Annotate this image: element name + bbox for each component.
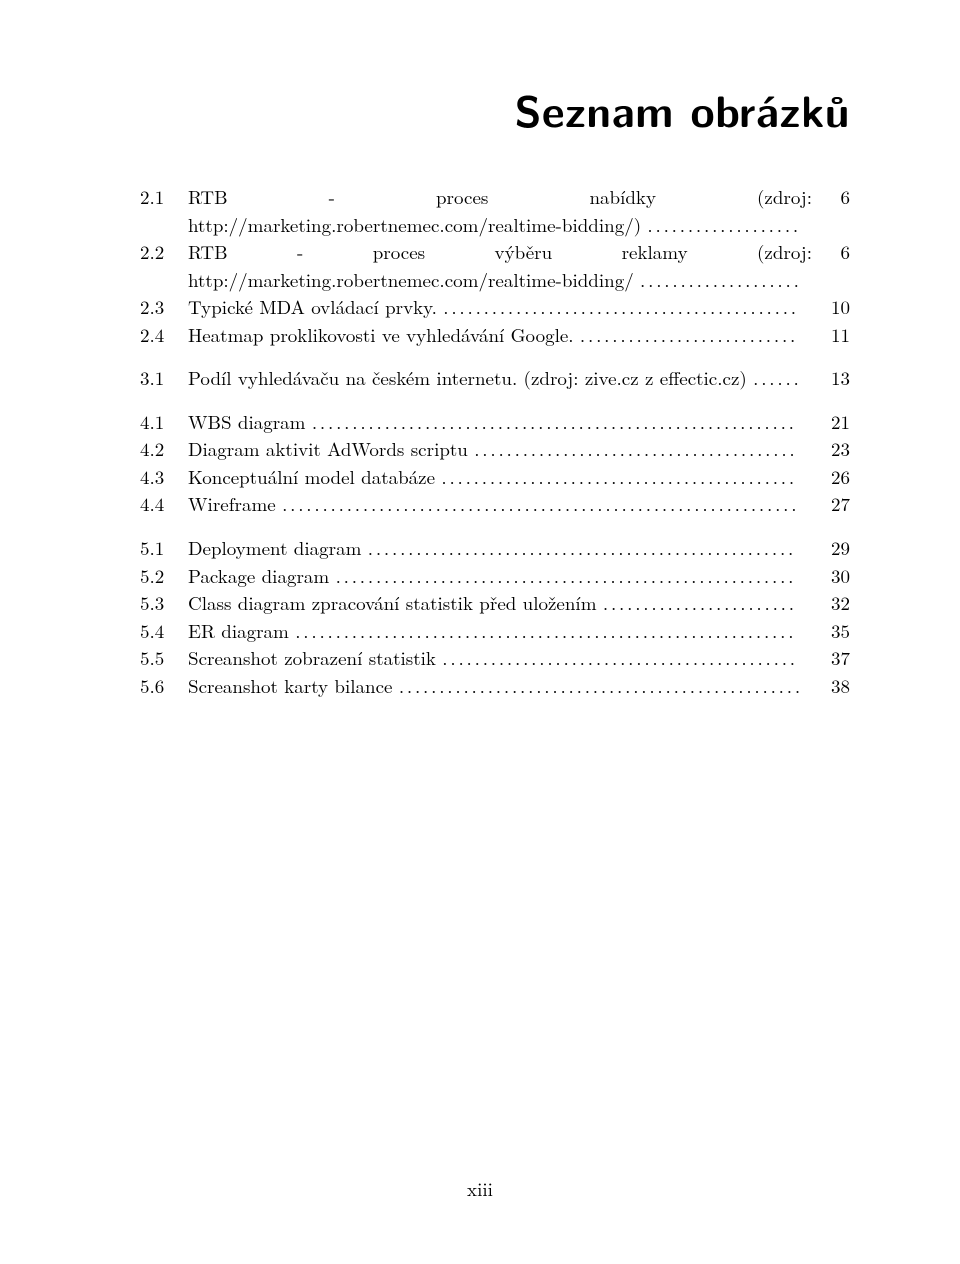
- page-footer: xiii: [0, 1175, 960, 1202]
- toc-entry-body: Deployment diagram .....................…: [188, 534, 812, 562]
- toc-leader-dots: ........................: [603, 589, 797, 616]
- toc-entry-number: 2.4: [140, 321, 188, 349]
- toc-group: 4.1WBS diagram .........................…: [140, 408, 850, 518]
- toc-entry-body: ER diagram .............................…: [188, 617, 812, 645]
- toc-entry-body: Wireframe ..............................…: [188, 490, 812, 518]
- toc-leader-dots: ........................................…: [399, 672, 803, 699]
- toc-entry-text: Typické MDA ovládací prvky.: [188, 293, 443, 320]
- toc-leader-dots: ........................................…: [282, 490, 799, 517]
- toc-entry: 5.2Package diagram .....................…: [140, 562, 850, 590]
- toc-entry-text: Diagram aktivit AdWords scriptu: [188, 435, 474, 462]
- toc-entry-number: 5.1: [140, 534, 188, 562]
- toc-group: 5.1Deployment diagram ..................…: [140, 534, 850, 699]
- toc-entry-text: Package diagram: [188, 562, 336, 589]
- toc-entry-body: Diagram aktivit AdWords scriptu ........…: [188, 435, 812, 463]
- toc-entry-page: 27: [812, 490, 850, 518]
- toc-entry-number: 3.1: [140, 364, 188, 392]
- toc-entry-body: Heatmap proklikovosti ve vyhledávání Goo…: [188, 321, 812, 349]
- toc-entry-page: 32: [812, 589, 850, 617]
- toc-entry-number: 5.5: [140, 644, 188, 672]
- toc-entry-text: WBS diagram: [188, 408, 312, 435]
- toc-entry-text: Screanshot karty bilance: [188, 672, 399, 699]
- toc-entry-number: 4.3: [140, 463, 188, 491]
- toc-entry: 2.4Heatmap proklikovosti ve vyhledávání …: [140, 321, 850, 349]
- toc-entry: 5.5Screanshot zobrazení statistik ......…: [140, 644, 850, 672]
- toc-leader-dots: ........................................…: [336, 562, 797, 589]
- toc-entry: 4.1WBS diagram .........................…: [140, 408, 850, 436]
- toc-group: 2.1RTB - proces nabídky (zdroj: http://m…: [140, 183, 850, 348]
- toc-entry: 4.2Diagram aktivit AdWords scriptu .....…: [140, 435, 850, 463]
- toc-leader-dots: ...........................: [580, 321, 798, 348]
- toc-leader-dots: ...................: [647, 211, 801, 238]
- toc-entry-text: Heatmap proklikovosti ve vyhledávání Goo…: [188, 321, 580, 348]
- toc-entry-page: 37: [812, 644, 850, 672]
- toc-entry: 4.4Wireframe ...........................…: [140, 490, 850, 518]
- toc-entry-number: 2.1: [140, 183, 188, 211]
- toc-entry-page: 11: [812, 321, 850, 349]
- toc-entry-text: Class diagram zpracování statistik před …: [188, 589, 603, 616]
- toc-entry-body: Konceptuální model databáze ............…: [188, 463, 812, 491]
- toc-entry-text: Deployment diagram: [188, 534, 368, 561]
- page-container: Seznam obrázků 2.1RTB - proces nabídky (…: [0, 0, 960, 1264]
- toc-leader-dots: ....................: [640, 266, 802, 293]
- toc-leader-dots: ........................................…: [441, 463, 797, 490]
- toc-entry-number: 5.2: [140, 562, 188, 590]
- toc-entry-number: 5.3: [140, 589, 188, 617]
- toc-entry-body: Class diagram zpracování statistik před …: [188, 589, 812, 617]
- toc-entry-page: 6: [812, 238, 850, 266]
- toc-leader-dots: ........................................…: [442, 644, 798, 671]
- toc-entry-number: 4.1: [140, 408, 188, 436]
- toc-entry-body: WBS diagram ............................…: [188, 408, 812, 436]
- page-title: Seznam obrázků: [140, 78, 850, 141]
- toc-entry-body: RTB - proces nabídky (zdroj: http://mark…: [188, 183, 812, 238]
- toc-entry: 2.3Typické MDA ovládací prvky. .........…: [140, 293, 850, 321]
- toc-entry-page: 13: [812, 364, 850, 392]
- toc-leader-dots: ........................................…: [295, 617, 796, 644]
- toc-entry-number: 2.2: [140, 238, 188, 266]
- toc-entry-text: ER diagram: [188, 617, 295, 644]
- toc-entry-page: 10: [812, 293, 850, 321]
- toc-entry-body: Package diagram ........................…: [188, 562, 812, 590]
- table-of-contents: 2.1RTB - proces nabídky (zdroj: http://m…: [140, 183, 850, 699]
- toc-entry-page: 6: [812, 183, 850, 211]
- toc-group: 3.1Podíl vyhledávaču na českém internetu…: [140, 364, 850, 392]
- toc-entry-body: Typické MDA ovládací prvky. ............…: [188, 293, 812, 321]
- toc-entry-number: 4.2: [140, 435, 188, 463]
- toc-entry: 5.1Deployment diagram ..................…: [140, 534, 850, 562]
- toc-entry: 3.1Podíl vyhledávaču na českém internetu…: [140, 364, 850, 392]
- toc-entry: 5.3Class diagram zpracování statistik př…: [140, 589, 850, 617]
- toc-entry-page: 23: [812, 435, 850, 463]
- toc-entry-text: Konceptuální model databáze: [188, 463, 441, 490]
- toc-entry: 2.1RTB - proces nabídky (zdroj: http://m…: [140, 183, 850, 238]
- toc-entry-body: Screanshot karty bilance ...............…: [188, 672, 812, 700]
- toc-leader-dots: ......: [753, 364, 802, 391]
- toc-leader-dots: ........................................…: [368, 534, 796, 561]
- toc-entry-page: 35: [812, 617, 850, 645]
- toc-entry-page: 21: [812, 408, 850, 436]
- toc-entry: 2.2RTB - proces výběru reklamy (zdroj: h…: [140, 238, 850, 293]
- toc-entry-number: 5.4: [140, 617, 188, 645]
- toc-entry-number: 5.6: [140, 672, 188, 700]
- toc-entry-number: 4.4: [140, 490, 188, 518]
- toc-entry-page: 38: [812, 672, 850, 700]
- toc-leader-dots: ........................................: [474, 435, 797, 462]
- toc-entry-body: RTB - proces výběru reklamy (zdroj: http…: [188, 238, 812, 293]
- toc-entry-number: 2.3: [140, 293, 188, 321]
- toc-entry: 5.4ER diagram ..........................…: [140, 617, 850, 645]
- toc-entry-body: Podíl vyhledávaču na českém internetu. (…: [188, 364, 812, 392]
- toc-entry-page: 26: [812, 463, 850, 491]
- toc-entry-text: Screanshot zobrazení statistik: [188, 644, 442, 671]
- toc-entry-page: 29: [812, 534, 850, 562]
- toc-entry: 4.3Konceptuální model databáze .........…: [140, 463, 850, 491]
- toc-entry-text: Podíl vyhledávaču na českém internetu. (…: [188, 364, 753, 391]
- toc-leader-dots: ........................................…: [312, 408, 797, 435]
- toc-entry: 5.6Screanshot karty bilance ............…: [140, 672, 850, 700]
- toc-leader-dots: ........................................…: [443, 293, 799, 320]
- toc-entry-text: Wireframe: [188, 490, 282, 517]
- toc-entry-body: Screanshot zobrazení statistik .........…: [188, 644, 812, 672]
- toc-entry-page: 30: [812, 562, 850, 590]
